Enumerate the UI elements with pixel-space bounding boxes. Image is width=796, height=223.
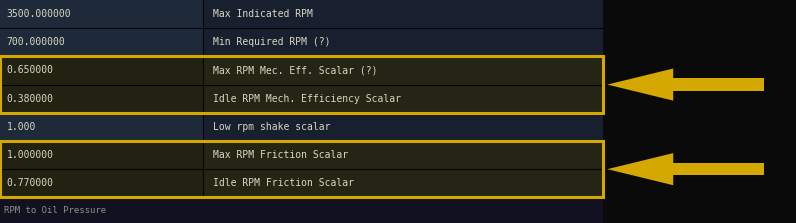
Text: 700.000000: 700.000000 bbox=[6, 37, 65, 47]
Bar bbox=[0, 113, 203, 141]
Bar bbox=[0, 56, 603, 113]
Polygon shape bbox=[607, 153, 673, 185]
Text: 0.380000: 0.380000 bbox=[6, 94, 53, 104]
Bar bbox=[0, 28, 203, 56]
Text: Idle RPM Mech. Efficiency Scalar: Idle RPM Mech. Efficiency Scalar bbox=[213, 94, 400, 104]
Bar bbox=[0, 197, 603, 223]
Bar bbox=[0, 141, 603, 197]
Bar bbox=[203, 141, 603, 169]
Bar bbox=[0, 0, 203, 28]
Bar bbox=[0, 85, 203, 113]
Bar bbox=[0, 56, 203, 85]
Text: RPM to Oil Pressure: RPM to Oil Pressure bbox=[4, 206, 106, 215]
Polygon shape bbox=[607, 68, 673, 101]
Bar bbox=[0, 141, 203, 169]
Text: 1.000: 1.000 bbox=[6, 122, 36, 132]
Bar bbox=[673, 163, 764, 176]
Bar bbox=[203, 28, 603, 56]
Text: Min Required RPM (?): Min Required RPM (?) bbox=[213, 37, 330, 47]
Text: 0.770000: 0.770000 bbox=[6, 178, 53, 188]
Bar bbox=[203, 85, 603, 113]
Bar bbox=[203, 56, 603, 85]
Bar bbox=[203, 0, 603, 28]
Text: Low rpm shake scalar: Low rpm shake scalar bbox=[213, 122, 330, 132]
Text: 3500.000000: 3500.000000 bbox=[6, 9, 71, 19]
Text: Idle RPM Friction Scalar: Idle RPM Friction Scalar bbox=[213, 178, 353, 188]
Text: Max Indicated RPM: Max Indicated RPM bbox=[213, 9, 312, 19]
Text: Max RPM Mec. Eff. Scalar (?): Max RPM Mec. Eff. Scalar (?) bbox=[213, 66, 377, 75]
Bar bbox=[673, 78, 764, 91]
Text: Max RPM Friction Scalar: Max RPM Friction Scalar bbox=[213, 150, 348, 160]
Bar bbox=[203, 113, 603, 141]
Bar bbox=[203, 169, 603, 197]
Text: 1.000000: 1.000000 bbox=[6, 150, 53, 160]
Text: 0.650000: 0.650000 bbox=[6, 66, 53, 75]
Bar bbox=[0, 169, 203, 197]
